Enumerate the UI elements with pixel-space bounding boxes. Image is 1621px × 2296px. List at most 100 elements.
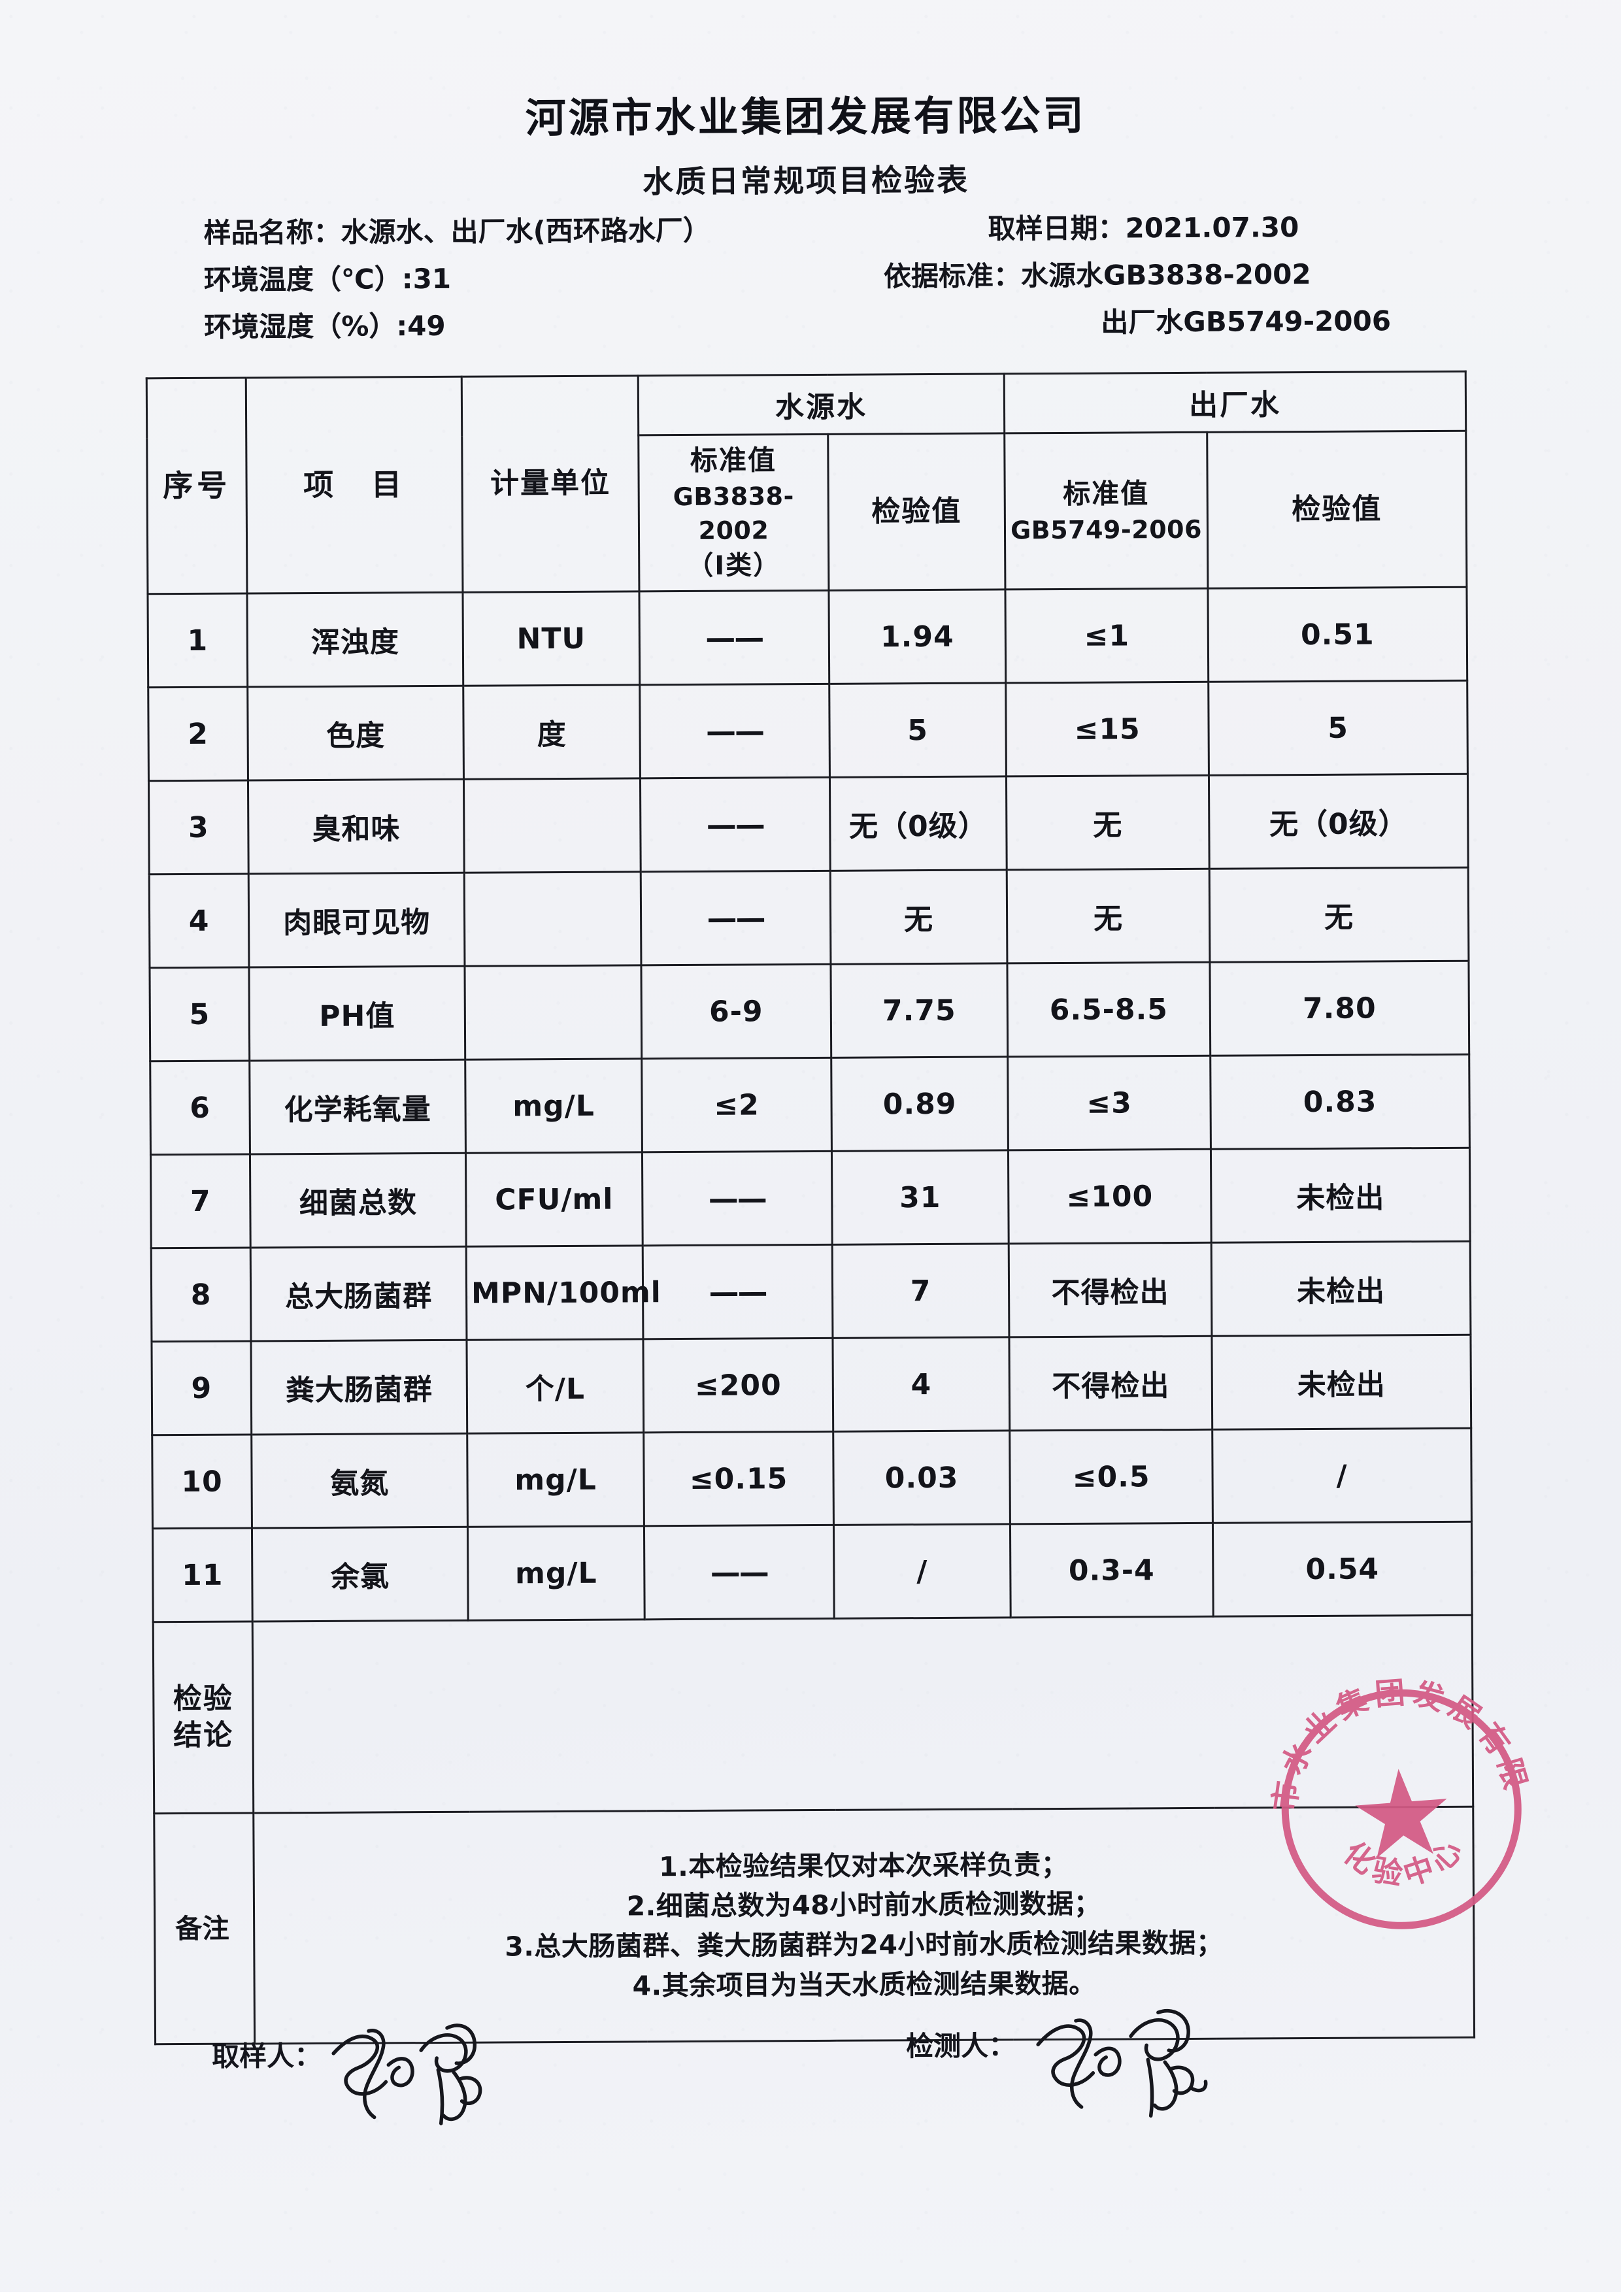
cell-val-finished: 未检出: [1211, 1241, 1471, 1337]
th-std-finished-cn: 标准值: [1063, 477, 1150, 510]
remark-note-2: 2.细菌总数为48小时前水质检测数据；: [626, 1888, 1101, 1922]
th-std-finished: 标准值 GB5749-2006: [1004, 432, 1208, 590]
cell-std-finished: ≤3: [1007, 1056, 1211, 1150]
cell-val-finished: 7.80: [1209, 961, 1469, 1056]
th-std-source: 标准值 GB3838-2002 （Ⅰ类）: [638, 434, 829, 591]
cell-std-source: ——: [643, 1244, 833, 1339]
cell-item: 粪大肠菌群: [250, 1340, 467, 1435]
cell-val-source: 31: [831, 1150, 1009, 1245]
conclusion-row: 检验 结论: [153, 1615, 1473, 1814]
cell-std-source: ≤200: [643, 1338, 833, 1433]
cell-std-finished: 无: [1007, 869, 1210, 963]
table-row: 7 细菌总数 CFU/ml —— 31 ≤100 未检出: [150, 1148, 1471, 1248]
remark-note-1: 1.本检验结果仅对本次采样负责；: [658, 1848, 1069, 1882]
cell-val-source: 0.03: [833, 1430, 1011, 1525]
cell-std-finished: ≤0.5: [1009, 1429, 1213, 1524]
table-summary: 检验 结论 备注 1.本检验结果仅对本次采样负责； 2.细菌总数为48小时前水质…: [153, 1615, 1475, 2044]
document-meta: 样品名称：水源水、出厂水(西环路水厂） 取样日期：2021.07.30 环境温度…: [203, 205, 1446, 352]
conclusion-label-line2: 结论: [173, 1718, 234, 1753]
cell-val-finished: 0.54: [1212, 1522, 1473, 1617]
cell-no: 4: [149, 873, 249, 968]
report-title: 水质日常规项目检验表: [643, 162, 970, 201]
cell-unit: CFU/ml: [465, 1152, 643, 1247]
cell-val-finished: /: [1212, 1428, 1472, 1523]
cell-std-source: ——: [640, 777, 831, 872]
cell-std-source: ≤0.15: [643, 1431, 834, 1526]
cell-item: 总大肠菌群: [250, 1246, 467, 1341]
meta-row-humidity: 环境湿度（%）:49 出厂水GB5749-2006: [204, 299, 1446, 352]
cell-val-source: 无: [830, 869, 1007, 965]
cell-std-source: 6-9: [641, 964, 831, 1059]
company-title: 河源市水业集团发展有限公司: [525, 91, 1086, 142]
table-row: 6 化学耗氧量 mg/L ≤2 0.89 ≤3 0.83: [150, 1054, 1470, 1155]
cell-val-finished: 无: [1209, 867, 1469, 963]
cell-std-source: ——: [639, 684, 830, 778]
cell-item: 臭和味: [248, 779, 465, 874]
th-group-source-water: 水源水: [638, 373, 1005, 435]
cell-val-source: 1.94: [828, 589, 1006, 684]
cell-std-source: ——: [639, 590, 829, 685]
th-no: 序号: [146, 378, 247, 594]
cell-val-finished: 未检出: [1211, 1148, 1471, 1243]
table-row: 2 色度度 —— 5 ≤15 5: [148, 680, 1468, 781]
th-val-finished: 检验值: [1207, 431, 1467, 589]
cell-unit: 度: [463, 684, 641, 780]
cell-unit: [464, 871, 641, 967]
water-quality-table: 序号 项 目 计量单位 水源水 出厂水 标准值 GB3838-2002 （Ⅰ类）…: [146, 371, 1475, 2046]
cell-no: 10: [152, 1434, 252, 1529]
cell-item: 化学耗氧量: [249, 1059, 466, 1154]
standard-basis-line2: 出厂水GB5749-2006: [1101, 305, 1392, 339]
th-item: 项 目: [246, 376, 463, 594]
cell-val-finished: 未检出: [1211, 1335, 1471, 1430]
table-row: 11 余氯 mg/L ——/0.3-4 0.54: [152, 1522, 1473, 1622]
cell-item: 色度: [247, 686, 464, 781]
cell-std-finished: ≤15: [1005, 682, 1209, 776]
cell-no: 1: [147, 593, 248, 688]
cell-val-source: 无（0级）: [829, 776, 1007, 871]
cell-no: 8: [151, 1247, 251, 1342]
cell-std-finished: 无: [1006, 775, 1210, 870]
cell-unit: MPN/100ml: [466, 1245, 661, 1340]
cell-std-finished: 6.5-8.5: [1007, 962, 1211, 1057]
cell-unit: mg/L: [467, 1525, 645, 1621]
table-row: 3 臭和味 —— 无（0级）无无（0级）: [148, 774, 1469, 874]
cell-val-source: 0.89: [831, 1056, 1009, 1152]
table-row: 5 PH值 6-9 7.75 6.5-8.5 7.80: [149, 961, 1469, 1061]
conclusion-label: 检验 结论: [153, 1621, 254, 1814]
th-val-source: 检验值: [827, 433, 1005, 591]
cell-unit: 个/L: [466, 1339, 644, 1434]
th-group-finished-water: 出厂水: [1004, 371, 1466, 433]
cell-val-source: 7.75: [830, 963, 1008, 1058]
table-row: 10 氨氮 mg/L ≤0.15 0.03 ≤0.5/: [152, 1428, 1472, 1529]
tester-label: 检测人：: [906, 2029, 1016, 2063]
cell-unit: NTU: [462, 591, 640, 686]
table-row: 1 浑浊度 NTU —— 1.94 ≤1 0.51: [147, 587, 1467, 688]
sample-name-label: 样品名称：水源水、出厂水(西环路水厂）: [203, 214, 710, 249]
cell-std-source: ——: [644, 1525, 835, 1620]
cell-no: 2: [148, 687, 248, 781]
meta-row-temperature: 环境温度（℃）:31 依据标准：水源水GB3838-2002: [204, 252, 1446, 305]
remark-note-3: 3.总大肠菌群、粪大肠菌群为24小时前水质检测结果数据；: [505, 1927, 1224, 1963]
ambient-temp-label: 环境温度（℃）:31: [203, 262, 452, 296]
results-table-wrap: 序号 项 目 计量单位 水源水 出厂水 标准值 GB3838-2002 （Ⅰ类）…: [146, 371, 1475, 2046]
table-group-header-row: 序号 项 目 计量单位 水源水 出厂水: [146, 371, 1466, 594]
cell-no: 5: [149, 967, 250, 1061]
cell-no: 11: [152, 1527, 253, 1622]
conclusion-label-line1: 检验: [173, 1682, 233, 1716]
cell-unit: [464, 965, 642, 1060]
remark-note-4: 4.其余项目为当天水质检测结果数据。: [632, 1967, 1096, 2002]
cell-no: 6: [150, 1060, 250, 1155]
cell-unit: mg/L: [467, 1432, 644, 1527]
cell-val-finished: 0.83: [1210, 1054, 1470, 1150]
remark-row: 备注 1.本检验结果仅对本次采样负责； 2.细菌总数为48小时前水质检测数据； …: [154, 1806, 1475, 2044]
cell-val-source: /: [833, 1523, 1011, 1619]
cell-item: 细菌总数: [250, 1153, 467, 1248]
th-std-source-class: （Ⅰ类）: [687, 550, 781, 581]
cell-item: PH值: [248, 966, 465, 1061]
th-std-source-gb: GB3838-2002: [673, 482, 794, 546]
cell-std-source: ——: [642, 1151, 833, 1246]
cell-val-finished: 0.51: [1207, 587, 1467, 682]
conclusion-value: [252, 1615, 1473, 1813]
remark-notes: 1.本检验结果仅对本次采样负责； 2.细菌总数为48小时前水质检测数据； 3.总…: [253, 1806, 1475, 2044]
